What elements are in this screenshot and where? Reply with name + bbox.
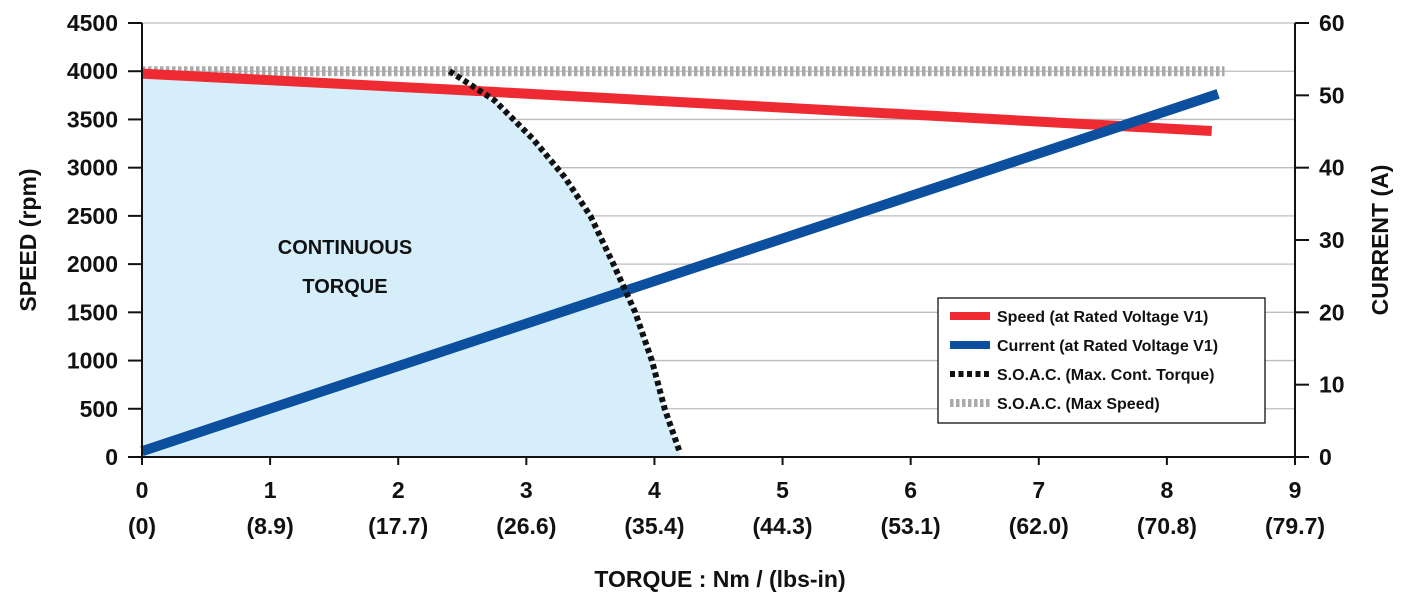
y-left-tick-label-5: 2500 — [67, 203, 118, 229]
y-left-tick-label-1: 500 — [80, 396, 118, 422]
legend-label-0: Speed (at Rated Voltage V1) — [997, 309, 1208, 326]
y-left-tick-label-9: 4500 — [67, 10, 118, 36]
y-axis-title-left: SPEED (rpm) — [15, 168, 41, 311]
continuous-torque-region — [142, 73, 681, 457]
legend-box — [937, 297, 1266, 424]
x-tick-label-9: 9 — [1289, 477, 1302, 503]
x-tick-label-5: 5 — [776, 477, 789, 503]
y-left-tick-label-0: 0 — [105, 444, 118, 470]
region-label-line-1: CONTINUOUS — [278, 237, 412, 259]
x-tick-label-6: 6 — [904, 477, 917, 503]
x-tick-label-secondary-3: (26.6) — [496, 513, 556, 539]
x-tick-label-3: 3 — [520, 477, 533, 503]
y-left-tick-label-2: 1000 — [67, 348, 118, 374]
y-right-tick-label-1: 10 — [1319, 372, 1345, 398]
y-right-tick-label-2: 20 — [1319, 299, 1345, 325]
legend-label-1: Current (at Rated Voltage V1) — [997, 338, 1218, 355]
axes: 0500100015002000250030003500400045000102… — [67, 10, 1345, 539]
y-left-tick-label-3: 1500 — [67, 299, 118, 325]
series-lines — [140, 66, 1225, 456]
x-tick-label-4: 4 — [648, 477, 661, 503]
series-line-2 — [447, 68, 683, 455]
x-tick-label-secondary-2: (17.7) — [368, 513, 428, 539]
y-left-tick-label-4: 2000 — [67, 251, 118, 277]
series-line-1 — [140, 89, 1220, 456]
x-tick-label-secondary-5: (44.3) — [753, 513, 813, 539]
x-tick-label-secondary-4: (35.4) — [624, 513, 684, 539]
x-tick-label-secondary-6: (53.1) — [881, 513, 941, 539]
x-tick-label-secondary-0: (0) — [128, 513, 156, 539]
legend-label-3: S.O.A.C. (Max Speed) — [997, 396, 1160, 413]
y-right-tick-label-3: 30 — [1319, 227, 1345, 253]
x-axis-title: TORQUE : Nm / (lbs-in) — [594, 566, 845, 592]
x-tick-label-8: 8 — [1160, 477, 1173, 503]
y-right-tick-label-4: 40 — [1319, 155, 1345, 181]
y-axis-title-right: CURRENT (A) — [1367, 165, 1393, 316]
y-left-tick-label-6: 3000 — [67, 155, 118, 181]
x-tick-label-secondary-8: (70.8) — [1137, 513, 1197, 539]
x-tick-label-1: 1 — [264, 477, 277, 503]
region-label-line-2: TORQUE — [302, 276, 387, 298]
y-left-tick-label-7: 3500 — [67, 106, 118, 132]
x-tick-label-secondary-7: (62.0) — [1009, 513, 1069, 539]
y-right-tick-label-6: 60 — [1319, 10, 1345, 36]
x-tick-label-2: 2 — [392, 477, 405, 503]
y-right-tick-label-0: 0 — [1319, 444, 1332, 470]
legend-label-2: S.O.A.C. (Max. Cont. Torque) — [997, 367, 1214, 384]
y-right-tick-label-5: 50 — [1319, 82, 1345, 108]
series-line-0 — [141, 68, 1212, 136]
legend: Speed (at Rated Voltage V1) Current (at R… — [937, 297, 1266, 424]
x-tick-label-secondary-9: (79.7) — [1265, 513, 1325, 539]
x-tick-label-7: 7 — [1032, 477, 1045, 503]
x-tick-label-0: 0 — [136, 477, 149, 503]
y-left-tick-label-8: 4000 — [67, 58, 118, 84]
x-tick-label-secondary-1: (8.9) — [246, 513, 293, 539]
